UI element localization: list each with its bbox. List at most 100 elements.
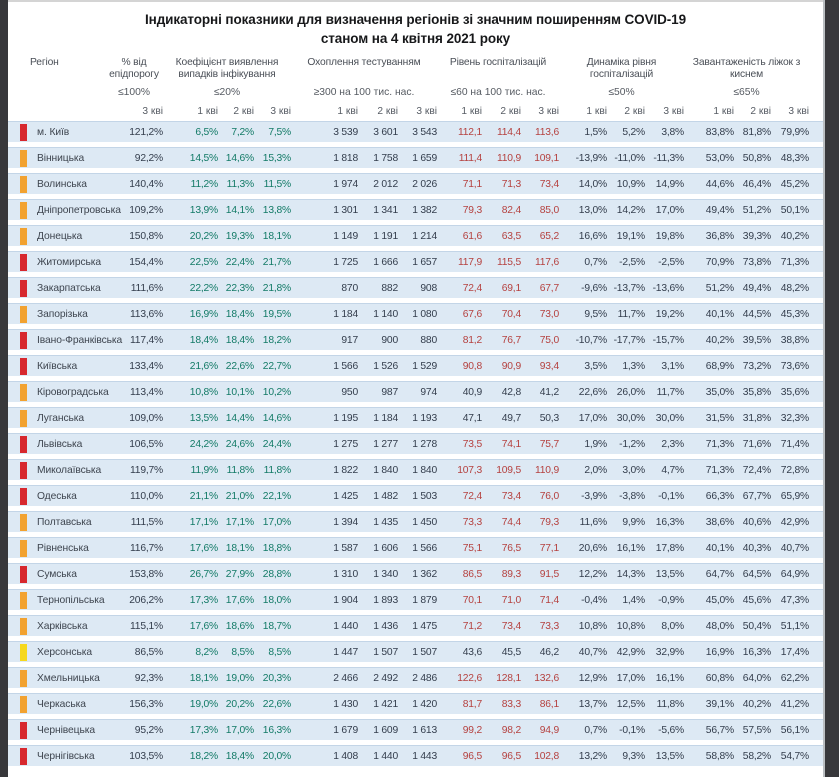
column-header-dyn: Динаміка рівня госпіталізацій — [586, 57, 657, 80]
cell-dyn-q2: 1,3% — [622, 360, 645, 372]
cell-hosp-q3: 71,4 — [539, 594, 559, 606]
cell-dyn-q2: -2,5% — [619, 256, 645, 268]
cell-hosp-q2: 76,5 — [501, 542, 521, 554]
cell-beds-q2: 35,8% — [742, 386, 771, 398]
cell-beds-q1: 48,0% — [705, 620, 734, 632]
region-cell: Сумська — [8, 565, 105, 583]
cell-dyn-q1: -9,6% — [581, 282, 607, 294]
column-header-coef: Коефіцієнт виявлення випадків інфікуванн… — [175, 57, 279, 80]
cell-test-q2: 1 277 — [373, 438, 398, 450]
region-cell: Миколаївська — [8, 461, 105, 479]
cell-dyn-q3: -2,5% — [658, 256, 684, 268]
column-header-hosp: Рівень госпіталізацій — [449, 57, 547, 68]
cell-coef-q2: 22,4% — [225, 256, 254, 268]
cell-dyn-q2: 9,3% — [622, 750, 645, 762]
cell-coef-q1: 8,2% — [195, 646, 218, 658]
region-name: Волинська — [37, 178, 87, 190]
cell-epid: 119,7% — [130, 464, 163, 476]
report-title-line2: станом на 4 квітня 2021 року — [320, 31, 511, 46]
window-edge-right — [823, 0, 839, 777]
cell-hosp-q2: 115,5 — [496, 256, 521, 268]
cell-beds-q1: 45,0% — [705, 594, 734, 606]
cell-coef-q1: 13,9% — [189, 204, 218, 216]
cell-test-q3: 1 566 — [412, 542, 437, 554]
cell-coef-q2: 8,5% — [231, 646, 254, 658]
cell-test-q1: 1 425 — [333, 490, 358, 502]
cell-coef-q1: 17,3% — [189, 724, 218, 736]
cell-beds-q3: 71,3% — [780, 256, 809, 268]
cell-coef-q2: 19,3% — [225, 230, 254, 242]
cell-beds-q2: 45,6% — [742, 594, 771, 606]
cell-beds-q2: 44,5% — [742, 308, 771, 320]
cell-coef-q1: 26,7% — [189, 568, 218, 580]
region-name: Сумська — [37, 568, 77, 580]
table-row: Кіровоградська 113,4% 10,8% 10,1% 10,2% 950 98… — [8, 381, 823, 402]
column-header-beds: Завантаженість ліжок з киснем — [692, 57, 801, 80]
cell-hosp-q2: 73,4 — [501, 490, 521, 502]
cell-dyn-q1: 2,0% — [584, 464, 607, 476]
region-name: Донецька — [37, 230, 83, 242]
cell-test-q1: 1 679 — [333, 724, 358, 736]
cell-hosp-q3: 77,1 — [539, 542, 559, 554]
cell-hosp-q2: 70,4 — [501, 308, 521, 320]
period-label-beds-q3: 3 кві — [788, 105, 809, 117]
cell-hosp-q2: 109,5 — [496, 464, 521, 476]
cell-test-q3: 1 443 — [412, 750, 437, 762]
table-row: Дніпропетровська 109,2% 13,9% 14,1% 13,8% 1 3… — [8, 199, 823, 220]
cell-beds-q3: 35,6% — [780, 386, 809, 398]
cell-dyn-q3: 16,1% — [655, 672, 684, 684]
cell-dyn-q3: -0,1% — [658, 490, 684, 502]
region-cell: Чернівецька — [8, 721, 105, 739]
cell-epid: 133,4% — [129, 360, 163, 372]
region-name: Житомирська — [37, 256, 102, 268]
cell-dyn-q2: 14,3% — [616, 568, 645, 580]
cell-coef-q1: 18,1% — [189, 672, 218, 684]
cell-test-q3: 974 — [420, 386, 437, 398]
region-cell: Черкаська — [8, 695, 105, 713]
cell-coef-q2: 14,6% — [225, 152, 254, 164]
cell-dyn-q2: 11,7% — [617, 308, 646, 320]
cell-test-q2: 1 421 — [373, 698, 398, 710]
cell-epid: 103,5% — [129, 750, 163, 762]
cell-dyn-q3: 2,3% — [661, 438, 684, 450]
period-label-test-q2: 2 кві — [377, 105, 398, 117]
table-row: Житомирська 154,4% 22,5% 22,4% 21,7% 1 725 1 6… — [8, 251, 823, 272]
cell-beds-q3: 51,1% — [780, 620, 809, 632]
cell-coef-q3: 20,0% — [262, 750, 291, 762]
cell-hosp-q2: 90,9 — [501, 360, 521, 372]
cell-coef-q2: 7,2% — [231, 126, 254, 138]
cell-dyn-q1: 0,7% — [584, 724, 607, 736]
cell-test-q1: 1 310 — [333, 568, 358, 580]
cell-dyn-q1: 14,0% — [578, 178, 607, 190]
cell-beds-q1: 40,1% — [705, 542, 734, 554]
cell-hosp-q1: 73,3 — [462, 516, 482, 528]
cell-beds-q1: 35,0% — [705, 386, 734, 398]
region-name: Чернівецька — [37, 724, 95, 736]
cell-hosp-q1: 70,1 — [462, 594, 482, 606]
cell-dyn-q1: 12,2% — [578, 568, 607, 580]
cell-coef-q3: 18,2% — [262, 334, 291, 346]
cell-beds-q2: 40,6% — [742, 516, 771, 528]
cell-test-q1: 1 301 — [333, 204, 358, 216]
cell-dyn-q2: 14,2% — [616, 204, 645, 216]
region-cell: Закарпатська — [8, 279, 105, 297]
region-cell: Київська — [8, 357, 105, 375]
cell-coef-q2: 18,4% — [225, 334, 254, 346]
column-threshold-test: ≥300 на 100 тис. нас. — [313, 87, 415, 98]
cell-beds-q3: 40,7% — [780, 542, 809, 554]
cell-beds-q2: 67,7% — [742, 490, 771, 502]
cell-dyn-q2: -11,0% — [614, 152, 645, 164]
cell-test-q2: 882 — [381, 282, 398, 294]
cell-test-q1: 1 195 — [333, 412, 358, 424]
cell-hosp-q1: 75,1 — [462, 542, 482, 554]
cell-test-q3: 1 503 — [412, 490, 437, 502]
cell-hosp-q2: 73,4 — [501, 620, 521, 632]
cell-hosp-q3: 75,7 — [539, 438, 559, 450]
cell-coef-q1: 14,5% — [189, 152, 218, 164]
cell-dyn-q1: 13,7% — [578, 698, 607, 710]
table-row: Миколаївська 119,7% 11,9% 11,8% 11,8% 1 822 1 … — [8, 459, 823, 480]
cell-test-q1: 1 394 — [333, 516, 358, 528]
cell-epid: 115,1% — [130, 620, 163, 632]
header-labels-row: Регіон % від епідпорогу Коефіцієнт виявлен… — [8, 57, 823, 85]
cell-hosp-q2: 45,5 — [501, 646, 521, 658]
